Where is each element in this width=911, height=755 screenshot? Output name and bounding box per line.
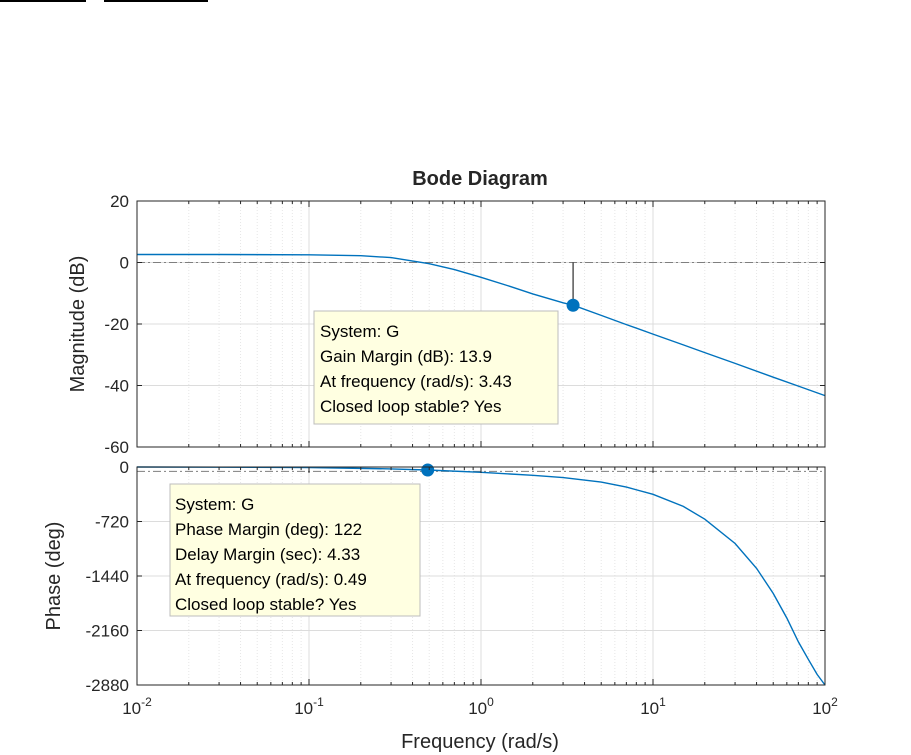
x-tick-label: 101 bbox=[640, 695, 666, 718]
magnitude-ytick-label: -60 bbox=[104, 438, 129, 457]
x-tick-exponent: -1 bbox=[313, 695, 324, 709]
x-tick-label: 10-1 bbox=[294, 695, 324, 718]
x-tick-base: 10 bbox=[640, 699, 659, 718]
magnitude-ytick-label: -40 bbox=[104, 377, 129, 396]
phase-datatip-line: Delay Margin (sec): 4.33 bbox=[175, 545, 360, 564]
magnitude-ytick-label: 0 bbox=[120, 254, 129, 273]
header-rule-right bbox=[104, 0, 208, 2]
header-rule-left bbox=[0, 0, 86, 2]
x-tick-base: 10 bbox=[812, 699, 831, 718]
x-tick-exponent: 0 bbox=[487, 695, 494, 709]
magnitude-datatip-line: System: G bbox=[320, 322, 399, 341]
curves-layer bbox=[136, 253, 826, 686]
x-tick-exponent: 1 bbox=[659, 695, 666, 709]
magnitude-ytick-label: -20 bbox=[104, 315, 129, 334]
phase-ytick-label: -1440 bbox=[86, 567, 129, 586]
phase-curve bbox=[136, 466, 826, 686]
phase-ytick-label: -720 bbox=[95, 513, 129, 532]
chart-title: Bode Diagram bbox=[412, 168, 548, 190]
x-tick-label: 102 bbox=[812, 695, 838, 718]
magnitude-datatip-line: Closed loop stable? Yes bbox=[320, 397, 501, 416]
phase-ytick-label: 0 bbox=[120, 458, 129, 477]
x-tick-base: 10 bbox=[468, 699, 487, 718]
magnitude-datatip-box bbox=[313, 310, 559, 425]
phase-ytick-label: -2160 bbox=[86, 622, 129, 641]
x-tick-base: 10 bbox=[122, 699, 141, 718]
x-axis-label: Frequency (rad/s) bbox=[401, 731, 559, 753]
phase-datatip-line: At frequency (rad/s): 0.49 bbox=[175, 570, 367, 589]
magnitude-marker bbox=[566, 298, 580, 312]
magnitude-ytick-label: 20 bbox=[110, 192, 129, 211]
magnitude-ylabel: Magnitude (dB) bbox=[67, 256, 89, 393]
magnitude-datatip-line: At frequency (rad/s): 3.43 bbox=[320, 372, 512, 391]
x-tick-base: 10 bbox=[294, 699, 313, 718]
magnitude-datatip-line: Gain Margin (dB): 13.9 bbox=[320, 347, 492, 366]
phase-ytick-label: -2880 bbox=[86, 676, 129, 695]
x-tick-label: 100 bbox=[468, 695, 494, 718]
x-tick-exponent: -2 bbox=[141, 695, 152, 709]
phase-datatip-line: Phase Margin (deg): 122 bbox=[175, 520, 362, 539]
phase-marker bbox=[421, 463, 435, 477]
x-tick-exponent: 2 bbox=[831, 695, 838, 709]
magnitude-curve bbox=[137, 253, 826, 397]
datatips-layer: System: G Gain Margin (dB): 13.9 At freque… bbox=[169, 310, 559, 617]
phase-datatip-line: Closed loop stable? Yes bbox=[175, 595, 356, 614]
phase-ylabel: Phase (deg) bbox=[43, 522, 65, 631]
axes-frames bbox=[136, 200, 826, 686]
phase-datatip-box bbox=[169, 483, 421, 617]
x-tick-label: 10-2 bbox=[122, 695, 152, 718]
phase-datatip-line: System: G bbox=[175, 495, 254, 514]
